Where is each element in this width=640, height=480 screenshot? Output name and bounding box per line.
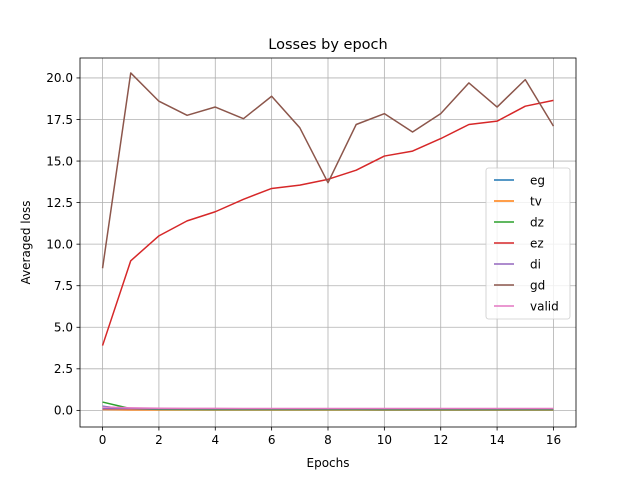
y-axis-label: Averaged loss [19,201,33,285]
y-tick-label: 2.5 [54,362,73,376]
legend: eg tv dz ez di gd valid [485,167,571,320]
legend-label-di: di [530,257,541,271]
x-tick-label: 6 [268,433,276,447]
axis-ticks: 0 2 4 6 8 10 12 14 16 0.0 2.5 5.0 7.5 10.0 12.5 15.0 17.… [46,71,561,447]
y-tick-label: 10.0 [46,237,73,251]
y-tick-label: 17.5 [46,113,73,127]
legend-label-valid: valid [530,299,559,313]
x-tick-label: 12 [433,433,448,447]
x-axis-label: Epochs [307,456,350,470]
series-line-gd [101,72,555,269]
x-tick-label: 0 [99,433,107,447]
series-line-valid [102,406,554,410]
x-tick-label: 10 [377,433,392,447]
x-tick-label: 14 [489,433,504,447]
x-tick-label: 4 [211,433,219,447]
legend-label-eg: eg [530,173,545,187]
x-tick-label: 16 [546,433,561,447]
legend-label-dz: dz [530,215,544,229]
chart-title: Losses by epoch [268,37,387,53]
legend-label-gd: gd [530,278,545,292]
y-tick-label: 20.0 [46,71,73,85]
y-tick-label: 7.5 [54,279,73,293]
y-tick-label: 15.0 [46,154,73,168]
y-tick-label: 12.5 [46,196,73,210]
x-tick-label: 8 [324,433,332,447]
series-lines [101,72,555,411]
series-line-ez [101,99,554,346]
x-tick-label: 2 [155,433,163,447]
legend-label-ez: ez [530,236,544,250]
legend-label-tv: tv [530,194,542,208]
y-tick-label: 5.0 [54,321,73,335]
legend-box [485,167,571,320]
series-line-dz [102,401,554,411]
y-tick-label: 0.0 [54,404,73,418]
